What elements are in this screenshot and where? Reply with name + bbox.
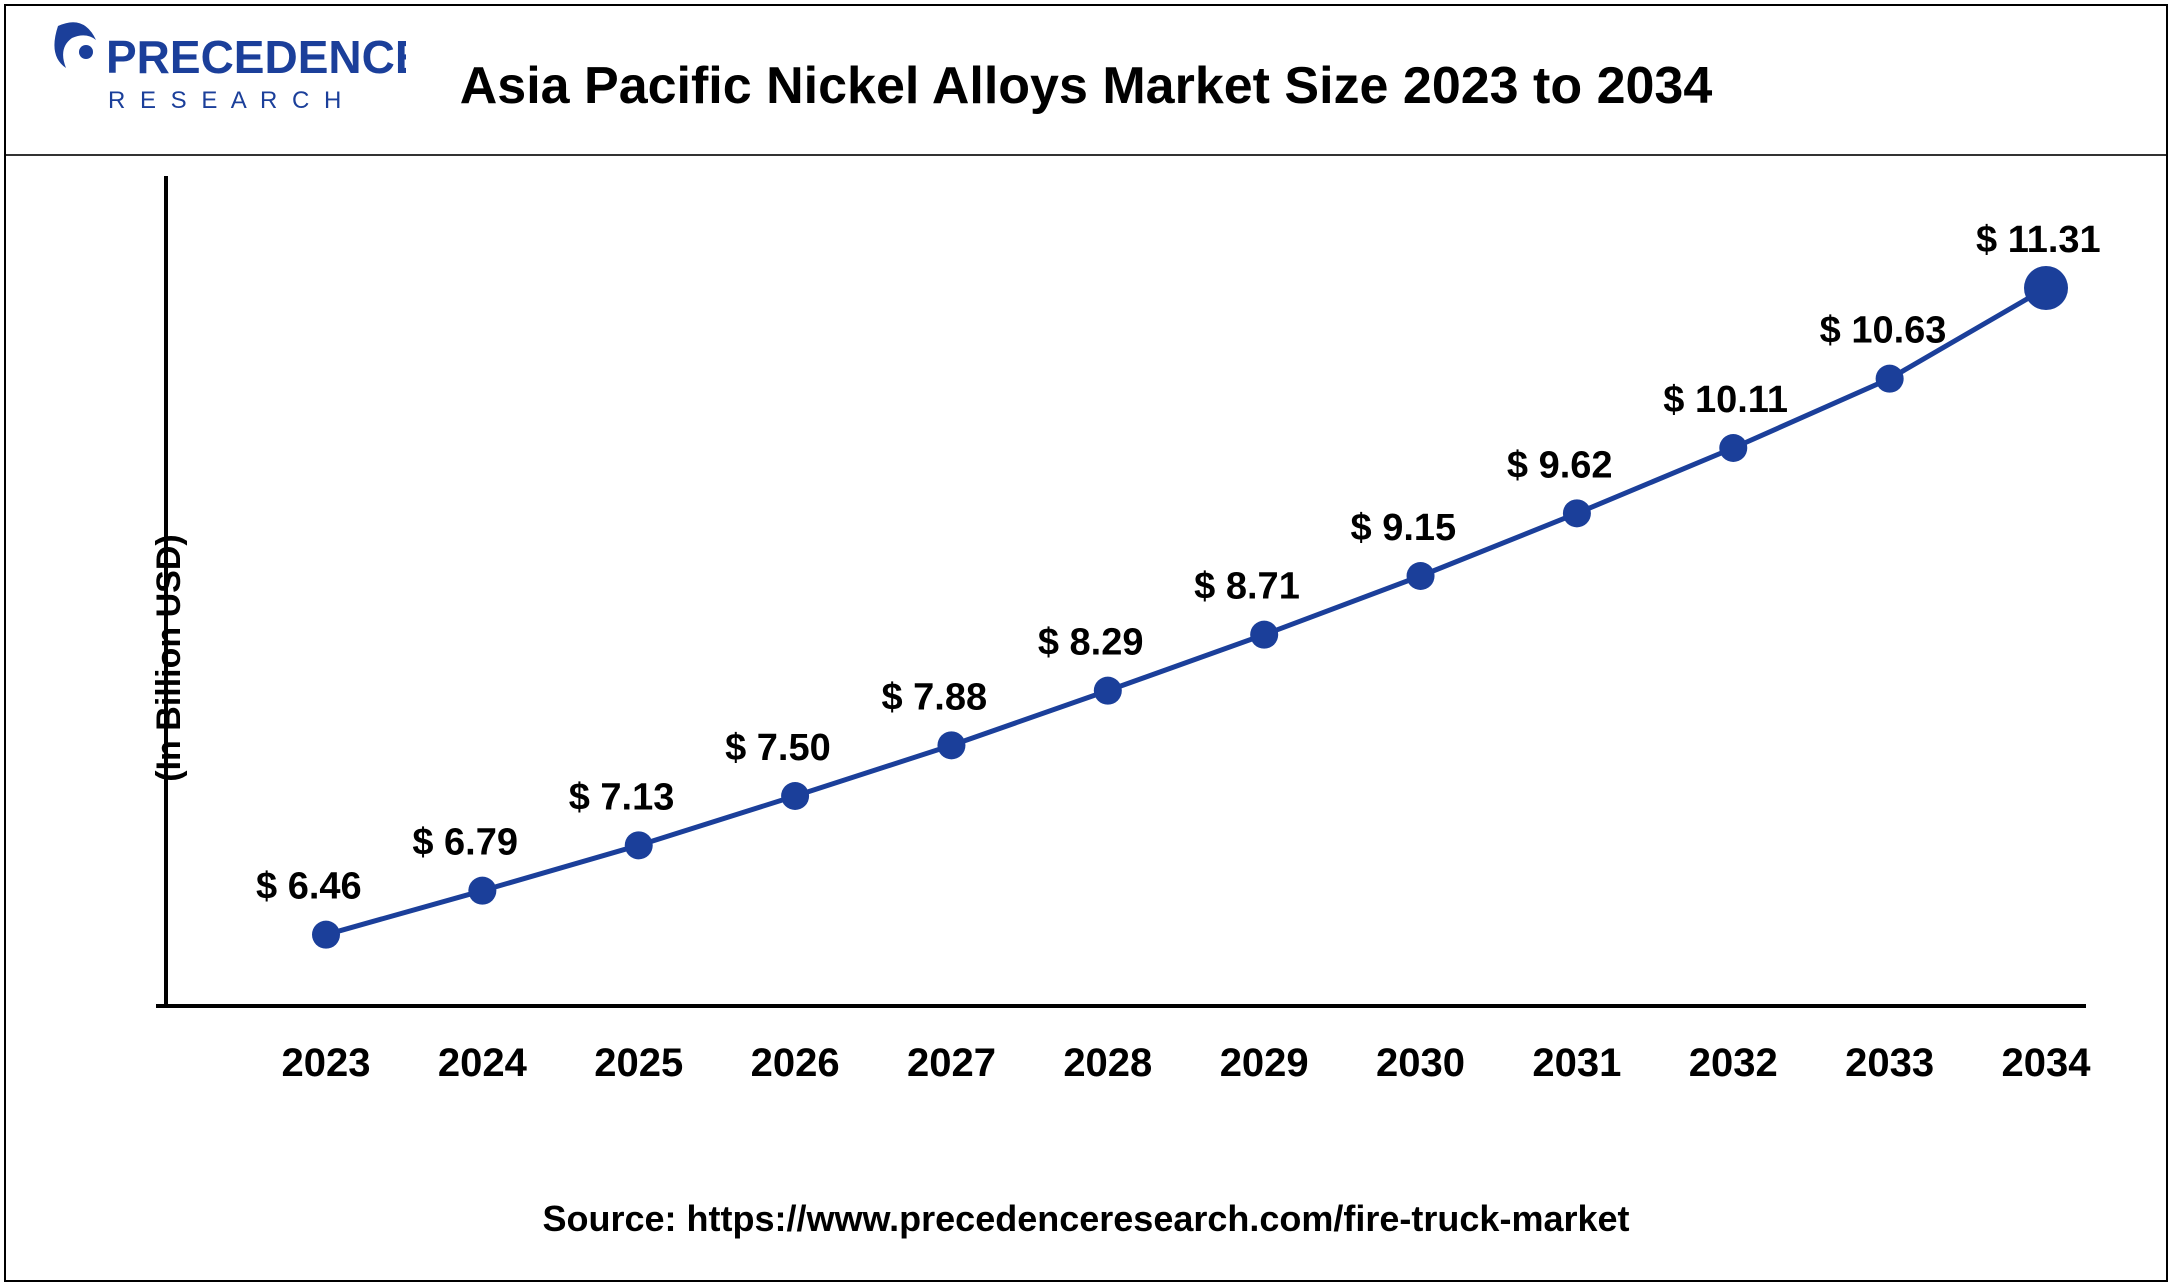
x-tick-label: 2023	[282, 1041, 371, 1085]
x-tick-label: 2034	[2002, 1041, 2092, 1085]
value-label: $ 9.15	[1351, 507, 1457, 549]
data-point	[781, 782, 809, 810]
data-point	[1876, 365, 1904, 393]
chart-plot-area: (In Billion USD) $ 6.462023$ 6.792024$ 7…	[6, 156, 2166, 1160]
data-point	[1094, 677, 1122, 705]
x-tick-label: 2024	[438, 1041, 528, 1085]
value-label: $ 7.13	[569, 776, 675, 818]
x-tick-label: 2033	[1845, 1041, 1934, 1085]
line-chart-svg: $ 6.46 2023 $ 6.79 2024 $ 7.13 2025 $ 7.50 2026…	[6, 156, 2170, 1166]
data-point	[937, 731, 965, 759]
value-label: $ 11.31	[1976, 219, 2101, 261]
data-point	[1719, 434, 1747, 462]
value-label: $ 8.29	[1038, 622, 1144, 664]
chart-title: Asia Pacific Nickel Alloys Market Size 2…	[6, 56, 2166, 116]
data-point	[625, 831, 653, 859]
value-label: $ 6.46	[256, 866, 362, 908]
value-label: $ 8.71	[1194, 566, 1300, 608]
x-tick-label: 2025	[594, 1041, 683, 1085]
x-tick-label: 2026	[751, 1041, 840, 1085]
value-label: $ 9.62	[1507, 444, 1613, 486]
value-label: $ 7.50	[725, 727, 831, 769]
x-tick-label: 2028	[1063, 1041, 1152, 1085]
x-tick-label: 2027	[907, 1041, 996, 1085]
data-point	[2024, 266, 2068, 310]
value-label: $ 6.79	[412, 822, 518, 864]
x-tick-label: 2030	[1376, 1041, 1465, 1085]
data-point	[1250, 621, 1278, 649]
x-tick-label: 2029	[1220, 1041, 1309, 1085]
chart-frame: PRECEDENCE R E S E A R C H Asia Pacific …	[4, 4, 2168, 1282]
value-label: $ 10.63	[1820, 310, 1947, 352]
data-point	[1407, 562, 1435, 590]
chart-header: PRECEDENCE R E S E A R C H Asia Pacific …	[6, 6, 2166, 156]
data-point	[312, 921, 340, 949]
value-label: $ 7.88	[881, 676, 987, 718]
x-tick-label: 2032	[1689, 1041, 1778, 1085]
source-citation: Source: https://www.precedenceresearch.c…	[6, 1198, 2166, 1240]
x-tick-label: 2031	[1532, 1041, 1621, 1085]
value-label: $ 10.11	[1663, 379, 1788, 421]
data-point	[468, 877, 496, 905]
data-point	[1563, 499, 1591, 527]
data-line	[326, 288, 2046, 935]
